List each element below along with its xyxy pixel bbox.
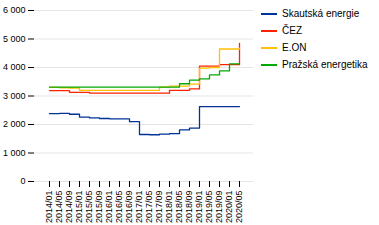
svg-text:2020/01: 2020/01 <box>224 191 234 224</box>
svg-text:6 000: 6 000 <box>3 5 26 15</box>
html-text:ČEZ: ČEZ <box>282 25 302 36</box>
svg-text:2017/01: 2017/01 <box>134 191 144 224</box>
svg-text:2018/05: 2018/05 <box>174 191 184 224</box>
svg-text:3 000: 3 000 <box>3 91 26 101</box>
svg-text:2017/09: 2017/09 <box>154 191 164 224</box>
svg-text:5 000: 5 000 <box>3 34 26 44</box>
svg-text:2019/05: 2019/05 <box>204 191 214 224</box>
svg-text:2019/01: 2019/01 <box>194 191 204 224</box>
svg-text:2017/05: 2017/05 <box>144 191 154 224</box>
svg-text:1 000: 1 000 <box>3 148 26 158</box>
html-text:Pražská energetika: Pražská energetika <box>282 59 368 70</box>
html-text:Skautská energie: Skautská energie <box>282 8 360 19</box>
svg-text:2019/09: 2019/09 <box>214 191 224 224</box>
svg-text:2016/01: 2016/01 <box>104 191 114 224</box>
svg-text:2020/05: 2020/05 <box>234 191 244 224</box>
svg-text:2018/09: 2018/09 <box>184 191 194 224</box>
svg-text:2016/05: 2016/05 <box>114 191 124 224</box>
svg-text:2014/09: 2014/09 <box>64 191 74 224</box>
svg-text:2015/09: 2015/09 <box>94 191 104 224</box>
svg-text:2018/01: 2018/01 <box>164 191 174 224</box>
svg-text:2014/01: 2014/01 <box>44 191 54 224</box>
svg-text:4 000: 4 000 <box>3 62 26 72</box>
svg-text:2015/01: 2015/01 <box>74 191 84 224</box>
svg-text:2 000: 2 000 <box>3 119 26 129</box>
svg-text:2016/09: 2016/09 <box>124 191 134 224</box>
svg-text:2015/05: 2015/05 <box>84 191 94 224</box>
html-text:E.ON: E.ON <box>282 42 307 53</box>
svg-text:0: 0 <box>20 176 25 186</box>
svg-text:2014/05: 2014/05 <box>54 191 64 224</box>
